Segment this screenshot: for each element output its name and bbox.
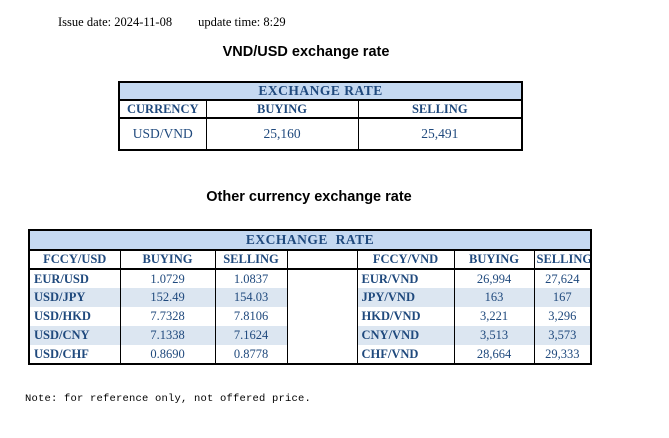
spacer-cell bbox=[286, 250, 358, 270]
usd-pair-cell: USD/CHF bbox=[28, 345, 121, 364]
col-header-selling-vnd: SELLING bbox=[533, 250, 592, 270]
col-header-currency: CURRENCY bbox=[118, 100, 207, 119]
vnd-selling-cell: 3,573 bbox=[533, 326, 592, 345]
table-row: USD/JPY 152.49 154.03 JPY/VND 163 167 bbox=[28, 288, 592, 307]
usd-exchange-rate-table: EXCHANGE RATE CURRENCY BUYING SELLING US… bbox=[118, 81, 524, 151]
usd-buying-cell: 7.7328 bbox=[119, 307, 216, 326]
col-header-selling-usd: SELLING bbox=[214, 250, 288, 270]
usd-buying-cell: 152.49 bbox=[119, 288, 216, 307]
table-row: EUR/USD 1.0729 1.0837 EUR/VND 26,994 27,… bbox=[28, 269, 592, 288]
table-row: USD/VND 25,160 25,491 bbox=[118, 118, 523, 150]
table-row: USD/CHF 0.8690 0.8778 CHF/VND 28,664 29,… bbox=[28, 345, 592, 364]
usd-selling-cell: 7.1624 bbox=[214, 326, 288, 345]
spacer-cell bbox=[286, 288, 358, 307]
usd-selling-cell: 154.03 bbox=[214, 288, 288, 307]
usd-pair-cell: USD/CNY bbox=[28, 326, 121, 345]
usd-selling-cell: 1.0837 bbox=[214, 269, 288, 288]
vnd-pair-cell: EUR/VND bbox=[356, 269, 455, 288]
spacer-cell bbox=[286, 307, 358, 326]
col-header-buying-usd: BUYING bbox=[119, 250, 216, 270]
vnd-pair-cell: CHF/VND bbox=[356, 345, 455, 364]
vnd-buying-cell: 28,664 bbox=[453, 345, 535, 364]
other-exchange-rate-table: EXCHANGE RATE FCCY/USD BUYING SELLING FC… bbox=[28, 229, 593, 365]
usd-buying-cell: 7.1338 bbox=[119, 326, 216, 345]
col-header-buying-vnd: BUYING bbox=[453, 250, 535, 270]
currency-pair-cell: USD/VND bbox=[118, 118, 207, 150]
table-banner-row: EXCHANGE RATE bbox=[28, 230, 592, 251]
table-row: USD/CNY 7.1338 7.1624 CNY/VND 3,513 3,57… bbox=[28, 326, 592, 345]
header-meta: Issue date: 2024-11-08 update time: 8:29 bbox=[58, 15, 286, 30]
buying-rate-cell: 25,160 bbox=[205, 118, 359, 150]
vnd-pair-cell: CNY/VND bbox=[356, 326, 455, 345]
vnd-buying-cell: 3,513 bbox=[453, 326, 535, 345]
selling-rate-cell: 25,491 bbox=[357, 118, 523, 150]
vnd-buying-cell: 3,221 bbox=[453, 307, 535, 326]
usd-pair-cell: USD/HKD bbox=[28, 307, 121, 326]
vnd-buying-cell: 26,994 bbox=[453, 269, 535, 288]
col-header-buying: BUYING bbox=[205, 100, 359, 119]
usd-buying-cell: 0.8690 bbox=[119, 345, 216, 364]
usd-buying-cell: 1.0729 bbox=[119, 269, 216, 288]
update-time-text: update time: 8:29 bbox=[198, 15, 286, 29]
other-section-title: Other currency exchange rate bbox=[206, 189, 412, 205]
col-header-fccy-usd: FCCY/USD bbox=[28, 250, 121, 270]
vnd-buying-cell: 163 bbox=[453, 288, 535, 307]
spacer-cell bbox=[286, 269, 358, 288]
table-banner-row: EXCHANGE RATE bbox=[118, 82, 523, 101]
disclaimer-note: Note: for reference only, not offered pr… bbox=[25, 393, 312, 405]
usd-selling-cell: 0.8778 bbox=[214, 345, 288, 364]
usd-selling-cell: 7.8106 bbox=[214, 307, 288, 326]
usd-pair-cell: USD/JPY bbox=[28, 288, 121, 307]
usd-section-title: VND/USD exchange rate bbox=[222, 44, 390, 60]
vnd-selling-cell: 29,333 bbox=[533, 345, 592, 364]
table-header-row: FCCY/USD BUYING SELLING FCCY/VND BUYING … bbox=[28, 250, 592, 270]
col-header-fccy-vnd: FCCY/VND bbox=[356, 250, 455, 270]
table-header-row: CURRENCY BUYING SELLING bbox=[118, 100, 523, 119]
vnd-selling-cell: 27,624 bbox=[533, 269, 592, 288]
issue-date-text: Issue date: 2024-11-08 bbox=[58, 15, 173, 29]
table-row: USD/HKD 7.7328 7.8106 HKD/VND 3,221 3,29… bbox=[28, 307, 592, 326]
vnd-selling-cell: 3,296 bbox=[533, 307, 592, 326]
vnd-pair-cell: JPY/VND bbox=[356, 288, 455, 307]
table-banner-text: EXCHANGE RATE bbox=[118, 82, 523, 101]
table-banner-text: EXCHANGE RATE bbox=[28, 230, 592, 251]
col-header-selling: SELLING bbox=[357, 100, 523, 119]
vnd-pair-cell: HKD/VND bbox=[356, 307, 455, 326]
usd-pair-cell: EUR/USD bbox=[28, 269, 121, 288]
spacer-cell bbox=[286, 326, 358, 345]
vnd-selling-cell: 167 bbox=[533, 288, 592, 307]
spacer-cell bbox=[286, 345, 358, 364]
